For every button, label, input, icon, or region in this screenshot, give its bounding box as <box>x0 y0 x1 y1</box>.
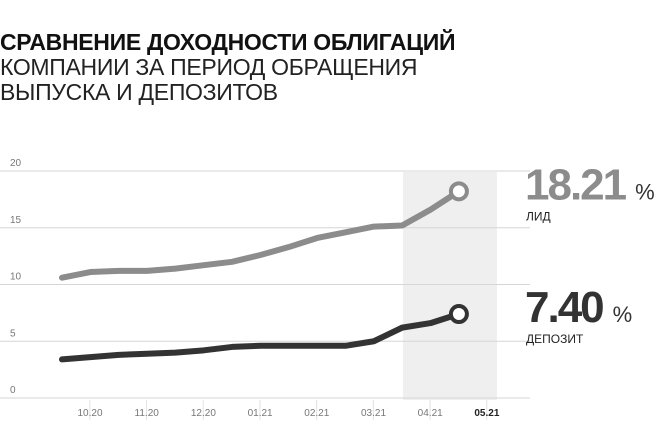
x-axis-ticks: 10.20 11.20 12.20 01.21 02.21 03.21 04.21 05.21 <box>77 408 499 419</box>
series-unit-1: % <box>613 302 633 327</box>
y-axis-ticks: 0 5 10 15 20 <box>10 158 22 396</box>
chart-title-line-3: ВЫПУСКА И ДЕПОЗИТОВ <box>0 79 278 105</box>
x-tick-label: 11.20 <box>135 408 160 419</box>
series-name-1: ДЕПОЗИТ <box>526 332 584 346</box>
grid-layer <box>0 170 530 420</box>
series-end-value-1: 7.40 <box>525 283 603 332</box>
y-tick-label: 10 <box>10 272 22 283</box>
x-tick-label: 05.21 <box>474 408 499 419</box>
x-tick-label: 10.20 <box>77 408 102 419</box>
series-name-0: ЛИД <box>526 209 551 223</box>
x-tick-label: 12.20 <box>191 408 216 419</box>
x-tick-label: 01.21 <box>248 408 273 419</box>
y-tick-label: 20 <box>10 158 22 169</box>
highlight-column <box>402 172 497 400</box>
x-tick-label: 02.21 <box>304 408 329 419</box>
series-line-0 <box>59 188 462 281</box>
series-end-value-0: 18.21 <box>525 160 627 209</box>
chart-title-line-2: КОМПАНИИ ЗА ПЕРИОД ОБРАЩЕНИЯ <box>0 54 418 80</box>
x-tick-label: 03.21 <box>361 408 386 419</box>
chart-title-line-1: СРАВНЕНИЕ ДОХОДНОСТИ ОБЛИГАЦИЙ <box>0 29 456 55</box>
y-tick-label: 0 <box>10 385 16 396</box>
series-unit-0: % <box>635 179 655 204</box>
x-tick-label: 04.21 <box>418 408 443 419</box>
series-end-marker-0 <box>448 181 469 202</box>
series-layer <box>59 181 469 363</box>
y-tick-label: 15 <box>10 215 22 226</box>
series-line-1 <box>59 311 462 363</box>
y-tick-label: 5 <box>10 328 16 339</box>
chart-title: СРАВНЕНИЕ ДОХОДНОСТИ ОБЛИГАЦИЙ КОМПАНИИ … <box>0 30 640 105</box>
end-labels: 18.21 % ЛИД 7.40 % ДЕПОЗИТ <box>525 160 655 346</box>
series-end-marker-1 <box>448 304 469 325</box>
highlight-layer <box>402 172 497 400</box>
